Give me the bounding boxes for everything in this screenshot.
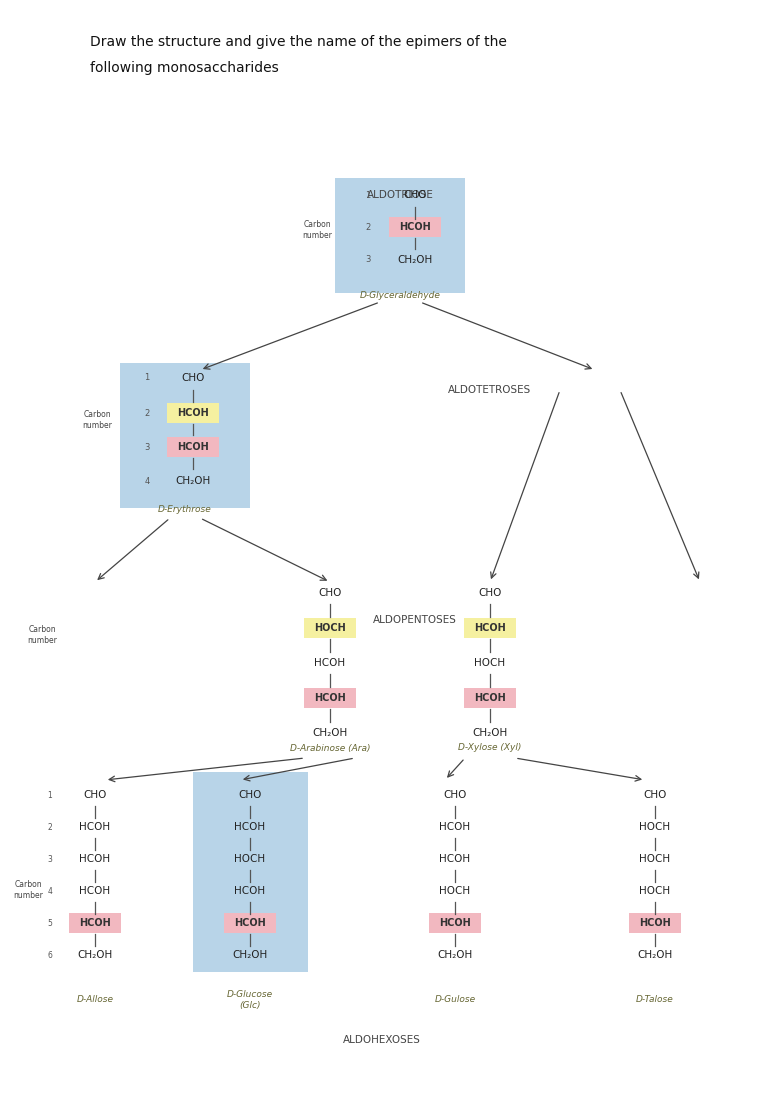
- Text: 4: 4: [47, 886, 53, 896]
- FancyBboxPatch shape: [69, 912, 121, 933]
- FancyBboxPatch shape: [464, 688, 516, 707]
- FancyBboxPatch shape: [335, 177, 465, 292]
- Text: HCOH: HCOH: [79, 854, 111, 864]
- Text: 1: 1: [365, 191, 371, 199]
- Text: CHO: CHO: [643, 790, 667, 800]
- Text: CHO: CHO: [478, 588, 502, 598]
- Text: 1: 1: [47, 790, 53, 799]
- Text: HOCH: HOCH: [639, 854, 671, 864]
- Text: HCOH: HCOH: [439, 854, 471, 864]
- FancyBboxPatch shape: [224, 912, 276, 933]
- Text: CHO: CHO: [319, 588, 342, 598]
- Text: following monosaccharides: following monosaccharides: [90, 61, 279, 75]
- Text: CH₂OH: CH₂OH: [472, 728, 507, 738]
- Text: 3: 3: [365, 256, 371, 264]
- Text: HCOH: HCOH: [234, 918, 266, 928]
- Text: D-Allose: D-Allose: [76, 995, 114, 1005]
- Text: HOCH: HOCH: [639, 822, 671, 832]
- Text: HCOH: HCOH: [314, 693, 346, 703]
- Text: D-Glucose
(Glc): D-Glucose (Glc): [227, 991, 273, 1009]
- Text: 4: 4: [144, 476, 150, 486]
- Text: CH₂OH: CH₂OH: [77, 950, 112, 960]
- Text: ALDOHEXOSES: ALDOHEXOSES: [343, 1035, 421, 1045]
- Text: D-Glyceraldehyde: D-Glyceraldehyde: [360, 291, 440, 300]
- Text: ALDOPENTOSES: ALDOPENTOSES: [373, 615, 457, 625]
- Text: HCOH: HCOH: [79, 918, 111, 928]
- Text: CH₂OH: CH₂OH: [397, 255, 432, 264]
- FancyBboxPatch shape: [389, 217, 441, 237]
- Text: ALDOTRIOSE: ALDOTRIOSE: [367, 190, 433, 199]
- Text: HOCH: HOCH: [235, 854, 266, 864]
- FancyBboxPatch shape: [429, 912, 481, 933]
- Text: 2: 2: [365, 223, 371, 231]
- Text: CHO: CHO: [238, 790, 262, 800]
- Text: HOCH: HOCH: [314, 623, 346, 633]
- Text: CHO: CHO: [403, 190, 426, 199]
- Text: 2: 2: [144, 409, 150, 418]
- Text: Carbon
number: Carbon number: [13, 880, 43, 899]
- Text: HCOH: HCOH: [474, 693, 506, 703]
- FancyBboxPatch shape: [193, 773, 307, 972]
- Text: D-Talose: D-Talose: [636, 995, 674, 1005]
- Text: HOCH: HOCH: [474, 658, 506, 668]
- Text: CHO: CHO: [83, 790, 107, 800]
- Text: 3: 3: [47, 854, 53, 864]
- Text: D-Erythrose: D-Erythrose: [158, 506, 212, 515]
- Text: HCOH: HCOH: [639, 918, 671, 928]
- FancyBboxPatch shape: [120, 363, 250, 508]
- Text: HOCH: HOCH: [639, 886, 671, 896]
- Text: CH₂OH: CH₂OH: [637, 950, 672, 960]
- FancyBboxPatch shape: [167, 437, 219, 457]
- Text: HCOH: HCOH: [474, 623, 506, 633]
- Text: HCOH: HCOH: [177, 408, 209, 418]
- Text: HCOH: HCOH: [439, 822, 471, 832]
- FancyBboxPatch shape: [464, 618, 516, 638]
- Text: D-Xylose (Xyl): D-Xylose (Xyl): [458, 744, 522, 753]
- Text: Carbon
number: Carbon number: [82, 410, 112, 430]
- Text: CHO: CHO: [443, 790, 467, 800]
- Text: 6: 6: [47, 951, 53, 960]
- Text: HCOH: HCOH: [439, 918, 471, 928]
- FancyBboxPatch shape: [167, 403, 219, 423]
- Text: HOCH: HOCH: [439, 886, 471, 896]
- Text: Carbon
number: Carbon number: [27, 625, 57, 645]
- Text: 1: 1: [144, 374, 150, 382]
- Text: CH₂OH: CH₂OH: [176, 476, 211, 486]
- Text: HCOH: HCOH: [315, 658, 345, 668]
- Text: HCOH: HCOH: [79, 886, 111, 896]
- Text: Draw the structure and give the name of the epimers of the: Draw the structure and give the name of …: [90, 35, 507, 48]
- Text: HCOH: HCOH: [177, 442, 209, 452]
- Text: HCOH: HCOH: [399, 222, 431, 233]
- Text: 2: 2: [47, 822, 53, 832]
- Text: CH₂OH: CH₂OH: [437, 950, 473, 960]
- Text: HCOH: HCOH: [235, 886, 266, 896]
- Text: CH₂OH: CH₂OH: [312, 728, 348, 738]
- FancyBboxPatch shape: [629, 912, 681, 933]
- Text: ALDOTETROSES: ALDOTETROSES: [448, 385, 532, 395]
- Text: 5: 5: [47, 918, 53, 928]
- FancyBboxPatch shape: [304, 618, 356, 638]
- Text: HCOH: HCOH: [235, 822, 266, 832]
- Text: Carbon
number: Carbon number: [302, 220, 332, 240]
- FancyBboxPatch shape: [304, 688, 356, 707]
- Text: CHO: CHO: [181, 372, 205, 383]
- Text: HCOH: HCOH: [79, 822, 111, 832]
- Text: 3: 3: [144, 443, 150, 452]
- Text: D-Gulose: D-Gulose: [435, 995, 475, 1005]
- Text: D-Arabinose (Ara): D-Arabinose (Ara): [290, 744, 371, 753]
- Text: CH₂OH: CH₂OH: [232, 950, 267, 960]
